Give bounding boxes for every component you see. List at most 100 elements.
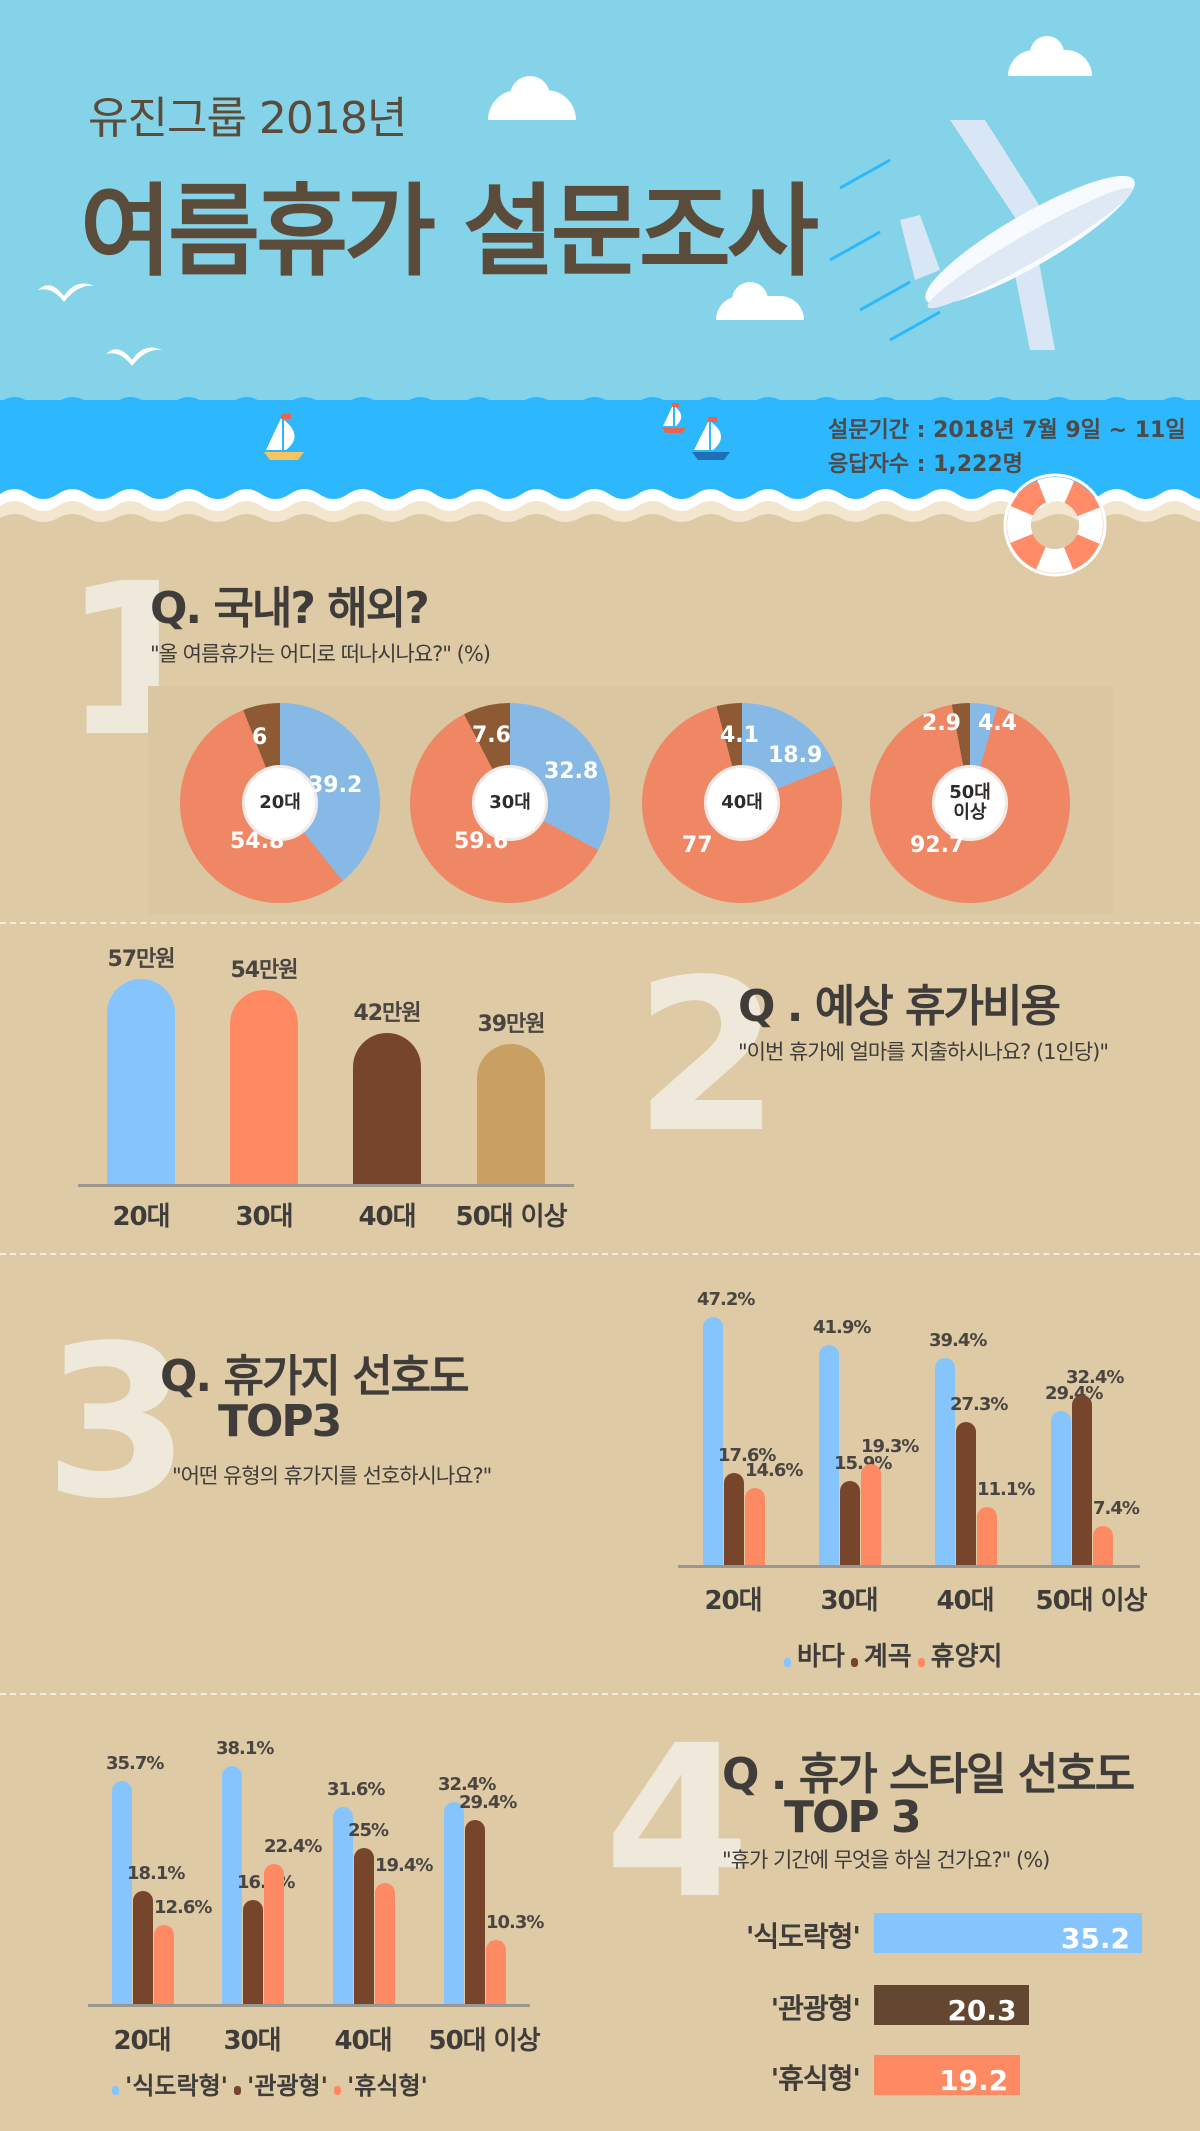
x-axis-label: 30대 — [235, 1202, 293, 1232]
bar — [107, 979, 175, 1184]
chart-legend: 바다 계곡 휴양지 — [784, 1636, 1002, 1673]
bar-value-label: 25% — [348, 1819, 389, 1841]
pie-chart: 50대 이상 4.4 92.7 2.9 — [870, 703, 1070, 903]
section-numeral: 4 — [604, 1700, 751, 1945]
chart-axis — [678, 1565, 1140, 1568]
legend-label: 계곡 — [863, 1642, 912, 1672]
hbar: 20.3 — [874, 1985, 1029, 2025]
bar — [1072, 1394, 1092, 1565]
pie-value-label: 32.8 — [544, 759, 599, 784]
hbar-category-label: '휴식형' — [770, 2062, 861, 2095]
legend-swatch — [850, 1658, 858, 1667]
legend-swatch — [112, 2086, 119, 2095]
bar-value-label: 12.6% — [154, 1897, 212, 1919]
hbar: 19.2 — [874, 2055, 1021, 2095]
section4-title-line2: TOP 3 — [784, 1792, 922, 1843]
bar-value-label: 29.4% — [459, 1792, 517, 1814]
chart-legend: '식도락형' '관광형' '휴식형' — [112, 2066, 428, 2101]
bar — [112, 1780, 132, 2004]
pie-chart: 20대 39.2 54.8 6 — [180, 703, 380, 903]
respondent-count: 응답자수 : 1,222명 — [828, 452, 1023, 477]
bar-value-label: 27.3% — [950, 1393, 1008, 1415]
x-axis-label: 40대 — [358, 1202, 416, 1232]
seagull-icon — [106, 347, 162, 366]
section-divider — [0, 1253, 1200, 1255]
life-ring-icon — [1003, 473, 1107, 577]
bar-value-label: 19.3% — [861, 1435, 919, 1457]
bar — [819, 1344, 839, 1565]
bar-value-label: 14.6% — [745, 1460, 803, 1482]
bar-value-label: 10.3% — [486, 1911, 544, 1933]
pie-value-label: 92.7 — [910, 833, 965, 858]
legend-label: 바다 — [797, 1642, 845, 1672]
bar — [264, 1864, 284, 2004]
hbar: 35.2 — [874, 1913, 1142, 1953]
legend-swatch — [333, 2086, 341, 2095]
sailboat-icon — [662, 403, 686, 433]
pie-value-label: 77 — [682, 833, 713, 858]
legend-swatch — [917, 1658, 925, 1667]
bar — [230, 989, 298, 1184]
pie-center-label: 50대 이상 — [932, 765, 1008, 841]
bar — [745, 1488, 765, 1565]
hbar-category-label: '식도락형' — [745, 1920, 861, 1953]
section-divider — [0, 1693, 1200, 1695]
section3-title: Q. 휴가지 선호도 — [160, 1351, 470, 1402]
section-divider — [0, 922, 1200, 924]
bar — [703, 1317, 723, 1565]
section3-subtitle: "어떤 유형의 휴가지를 선호하시나요?" — [172, 1464, 492, 1488]
bar-value-label: 54만원 — [230, 957, 298, 983]
chart-axis — [88, 2004, 530, 2007]
legend-swatch — [784, 1658, 791, 1667]
page-title: 여름휴가 설문조사 — [80, 173, 819, 290]
x-axis-label: 30대 — [223, 2026, 281, 2056]
bar-value-label: 57만원 — [107, 947, 175, 972]
bar-value-label: 22.4% — [264, 1836, 322, 1858]
bar — [486, 1939, 506, 2004]
section2-subtitle: "이번 휴가에 얼마를 지출하시나요? (1인당)" — [738, 1040, 1109, 1064]
bar — [724, 1472, 744, 1565]
bar-value-label: 31.6% — [327, 1778, 385, 1800]
bar-value-label: 39만원 — [477, 1011, 545, 1037]
bar — [375, 1882, 395, 2004]
section4-subtitle: "휴가 기간에 무엇을 하실 건가요?" (%) — [722, 1848, 1050, 1872]
x-axis-label: 40대 — [334, 2026, 392, 2056]
pie-value-label: 2.9 — [922, 711, 961, 736]
pie-value-label: 18.9 — [768, 743, 823, 768]
bar — [354, 1847, 374, 2004]
section-numeral: 3 — [44, 1300, 191, 1545]
bar-value-label: 41.9% — [813, 1316, 871, 1338]
x-axis-label: 30대 — [820, 1586, 878, 1616]
bar-value-label: 7.4% — [1093, 1498, 1140, 1520]
bar — [935, 1357, 955, 1565]
bar — [956, 1421, 976, 1565]
bar-value-label: 17.6% — [718, 1444, 776, 1466]
legend-label: '휴식형' — [346, 2072, 428, 2100]
section1-title: Q. 국내? 해외? — [150, 583, 430, 634]
x-axis-label: 50대 이상 — [455, 1202, 568, 1232]
pie-value-label: 6 — [252, 725, 268, 750]
x-axis-label: 20대 — [704, 1586, 762, 1616]
section1-subtitle: "올 여름휴가는 어디로 떠나시나요?" (%) — [150, 642, 491, 666]
pie-value-label: 54.8 — [230, 829, 285, 854]
bar-value-label: 42만원 — [353, 1000, 421, 1026]
x-axis-label: 20대 — [112, 1202, 170, 1232]
bar — [477, 1043, 545, 1184]
page-subtitle: 유진그룹 2018년 — [88, 93, 407, 144]
pie-chart: 30대 32.8 59.6 7.6 — [410, 703, 610, 903]
seagull-icon — [38, 283, 94, 302]
sky-background — [0, 0, 1200, 420]
section3-title-line2: TOP3 — [218, 1396, 342, 1447]
legend-label: '식도락형' — [125, 2072, 229, 2100]
bar — [1051, 1410, 1071, 1565]
bar-value-label: 47.2% — [697, 1289, 755, 1310]
pie-center-label: 40대 — [704, 765, 780, 841]
bar — [154, 1925, 174, 2004]
legend-swatch — [234, 2086, 242, 2095]
pie-value-label: 39.2 — [308, 773, 363, 798]
bar — [444, 1801, 464, 2004]
bar — [1093, 1526, 1113, 1565]
bar — [333, 1806, 353, 2004]
bar-value-label: 19.4% — [375, 1854, 433, 1876]
airplane-icon — [829, 120, 1135, 350]
